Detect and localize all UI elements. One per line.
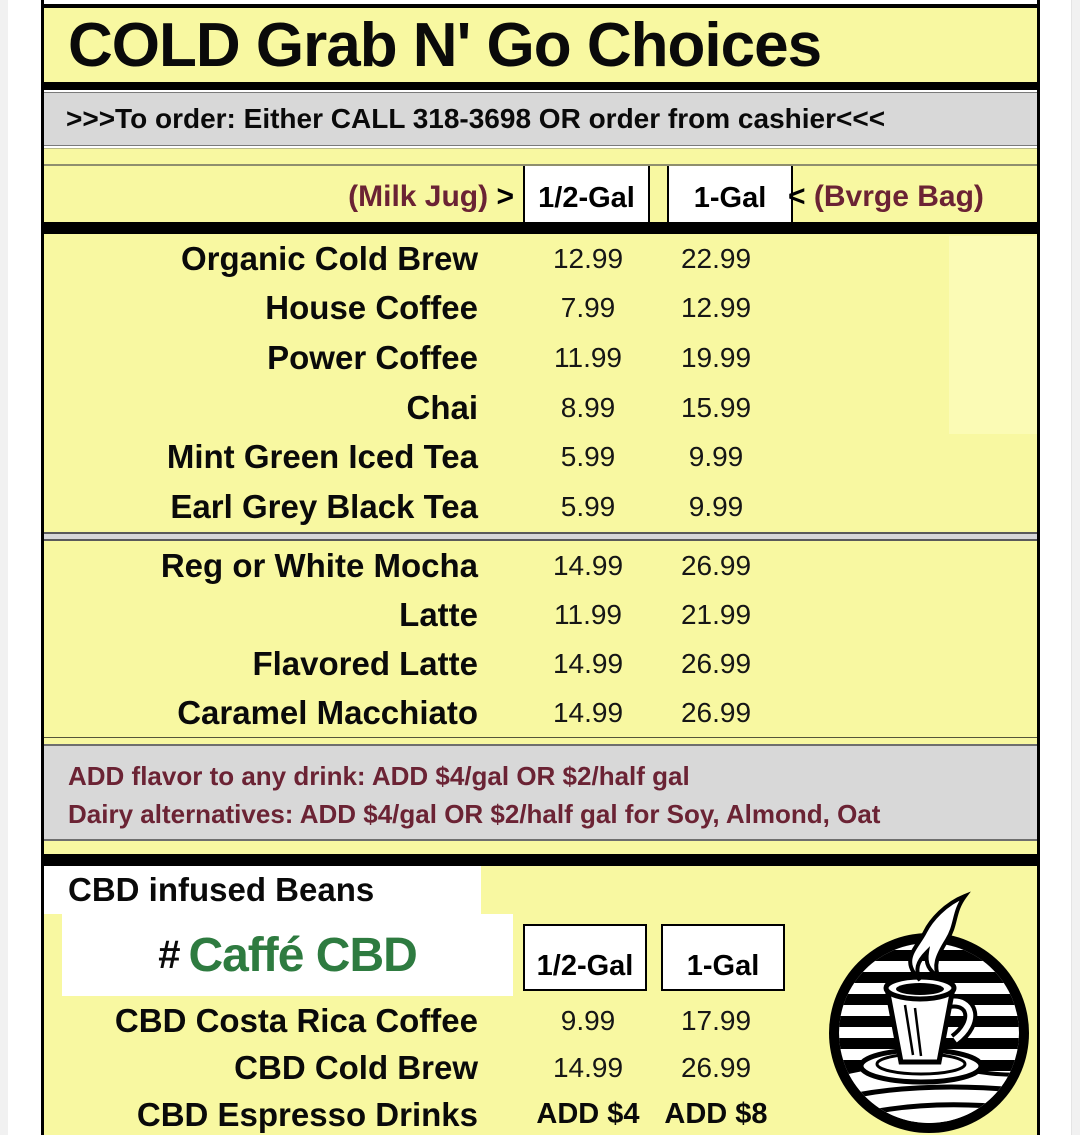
- menu-item-row: Caramel Macchiato 14.99 26.99: [44, 688, 1037, 737]
- item-name: Caramel Macchiato: [177, 693, 478, 731]
- menu-item-row: Power Coffee 11.99 19.99: [44, 333, 1037, 383]
- item-name: Organic Cold Brew: [180, 239, 478, 277]
- item-price-one-gal: 17.99: [680, 1004, 752, 1036]
- item-price-one-gal: 19.99: [680, 342, 752, 374]
- milk-jug-header: (Milk Jug) >: [44, 180, 514, 214]
- light-highlight-patch: [949, 236, 1037, 434]
- cbd-brand-name: Caffé CBD: [188, 928, 417, 982]
- cbd-section: CBD infused Beans # Caffé CBD 1/2-Gal 1-…: [44, 866, 1037, 1135]
- section-divider-gray: [44, 532, 1037, 541]
- item-price-one-gal: 21.99: [680, 598, 752, 630]
- right-arrow-glyph: >: [496, 180, 514, 213]
- bvrge-bag-header: < (Bvrge Bag): [788, 180, 984, 214]
- item-price-half-gal: 5.99: [560, 491, 616, 523]
- item-name: Earl Grey Black Tea: [170, 488, 478, 526]
- cbd-heading-box: CBD infused Beans: [44, 866, 481, 914]
- item-price-half-gal: 14.99: [552, 1051, 624, 1083]
- menu-board: COLD Grab N' Go Choices >>>To order: Eit…: [41, 0, 1040, 1135]
- item-price-one-gal: 9.99: [688, 491, 744, 523]
- milk-jug-label: (Milk Jug): [348, 180, 489, 213]
- column-header-half-gal: 1/2-Gal: [523, 166, 650, 222]
- item-price-half-gal: 9.99: [560, 1004, 616, 1036]
- note-dairy: Dairy alternatives: ADD $4/gal OR $2/hal…: [68, 799, 881, 829]
- section-divider: [44, 222, 1037, 234]
- item-price-half-gal: 11.99: [554, 598, 622, 630]
- menu-item-row: CBD Espresso Drinks ADD $4 ADD $8: [44, 1091, 1037, 1135]
- item-name: House Coffee: [265, 289, 478, 327]
- bvrge-bag-label: (Bvrge Bag): [813, 180, 984, 213]
- menu-item-row: Mint Green Iced Tea 5.99 9.99: [44, 433, 1037, 483]
- column-header-one-gal: 1-Gal: [667, 166, 793, 222]
- left-arrow-glyph: <: [788, 180, 806, 213]
- item-name: Mint Green Iced Tea: [166, 438, 478, 476]
- item-price-half-gal: 14.99: [552, 696, 624, 728]
- menu-section-brews-teas: Organic Cold Brew 12.99 22.99 House Coff…: [44, 234, 1037, 532]
- menu-item-row: Reg or White Mocha 14.99 26.99: [44, 541, 1037, 590]
- cbd-brand-box: # Caffé CBD: [62, 914, 513, 996]
- hashtag-glyph: #: [158, 932, 181, 977]
- item-price-one-gal: ADD $8: [664, 1098, 768, 1130]
- note-flavor: ADD flavor to any drink: ADD $4/gal OR $…: [68, 761, 690, 791]
- item-price-one-gal: 9.99: [688, 441, 744, 473]
- coffee-cup-logo: [829, 891, 1029, 1133]
- item-name: CBD Espresso Drinks: [136, 1095, 478, 1133]
- top-gap: [44, 0, 1037, 4]
- menu-item-row: CBD Costa Rica Coffee 9.99 17.99: [44, 997, 1037, 1044]
- order-instruction-bar: >>>To order: Either CALL 318-3698 OR ord…: [44, 92, 1037, 146]
- menu-item-row: Organic Cold Brew 12.99 22.99: [44, 234, 1037, 284]
- divider-gap: [44, 146, 1037, 148]
- item-price-half-gal: 11.99: [554, 342, 622, 374]
- notes-bar: ADD flavor to any drink: ADD $4/gal OR $…: [44, 744, 1037, 841]
- item-price-half-gal: 8.99: [560, 391, 616, 423]
- menu-item-row: Flavored Latte 14.99 26.99: [44, 639, 1037, 688]
- item-price-one-gal: 26.99: [680, 549, 752, 581]
- item-price-half-gal: 5.99: [560, 441, 616, 473]
- page-right-margin: [1071, 0, 1080, 1135]
- menu-item-row: Latte 11.99 21.99: [44, 590, 1037, 639]
- item-name: Flavored Latte: [252, 644, 478, 682]
- item-price-one-gal: 22.99: [680, 242, 752, 274]
- item-price-half-gal: 7.99: [560, 292, 616, 324]
- item-name: Latte: [399, 595, 478, 633]
- menu-item-row: Earl Grey Black Tea 5.99 9.99: [44, 482, 1037, 532]
- menu-item-row: Chai 8.99 15.99: [44, 383, 1037, 433]
- item-price-one-gal: 26.99: [680, 647, 752, 679]
- divider-line: [44, 737, 1037, 738]
- item-name: CBD Costa Rica Coffee: [114, 1001, 478, 1039]
- item-price-one-gal: 26.99: [680, 696, 752, 728]
- cbd-column-header-half-gal: 1/2-Gal: [523, 924, 647, 991]
- divider-gap: [44, 90, 1037, 92]
- page-left-margin: [0, 0, 8, 1135]
- order-instruction-text: >>>To order: Either CALL 318-3698 OR ord…: [66, 103, 886, 134]
- size-header-row: (Milk Jug) > 1/2-Gal 1-Gal < (Bvrge Bag): [44, 166, 1037, 222]
- spacer-strip: [44, 841, 1037, 854]
- cbd-heading: CBD infused Beans: [68, 871, 375, 908]
- item-price-one-gal: 15.99: [680, 391, 752, 423]
- item-name: Reg or White Mocha: [160, 546, 478, 584]
- item-price-one-gal: 26.99: [680, 1051, 752, 1083]
- section-divider: [44, 854, 1037, 866]
- cbd-rows: CBD Costa Rica Coffee 9.99 17.99 CBD Col…: [44, 997, 1037, 1135]
- item-price-one-gal: 12.99: [680, 292, 752, 324]
- menu-section-espresso-drinks: Reg or White Mocha 14.99 26.99 Latte 11.…: [44, 541, 1037, 737]
- spacer-strip: [44, 148, 1037, 166]
- item-price-half-gal: 14.99: [552, 647, 624, 679]
- item-price-half-gal: ADD $4: [536, 1098, 640, 1130]
- item-name: CBD Cold Brew: [234, 1048, 478, 1086]
- page-title: COLD Grab N' Go Choices: [68, 10, 822, 80]
- cbd-column-header-one-gal: 1-Gal: [661, 924, 785, 991]
- item-price-half-gal: 12.99: [552, 242, 624, 274]
- menu-item-row: CBD Cold Brew 14.99 26.99: [44, 1044, 1037, 1091]
- item-price-half-gal: 14.99: [552, 549, 624, 581]
- item-name: Chai: [406, 388, 478, 426]
- spacer-strip: [44, 738, 1037, 744]
- menu-item-row: House Coffee 7.99 12.99: [44, 284, 1037, 334]
- title-banner: COLD Grab N' Go Choices: [44, 4, 1037, 90]
- item-name: Power Coffee: [267, 339, 478, 377]
